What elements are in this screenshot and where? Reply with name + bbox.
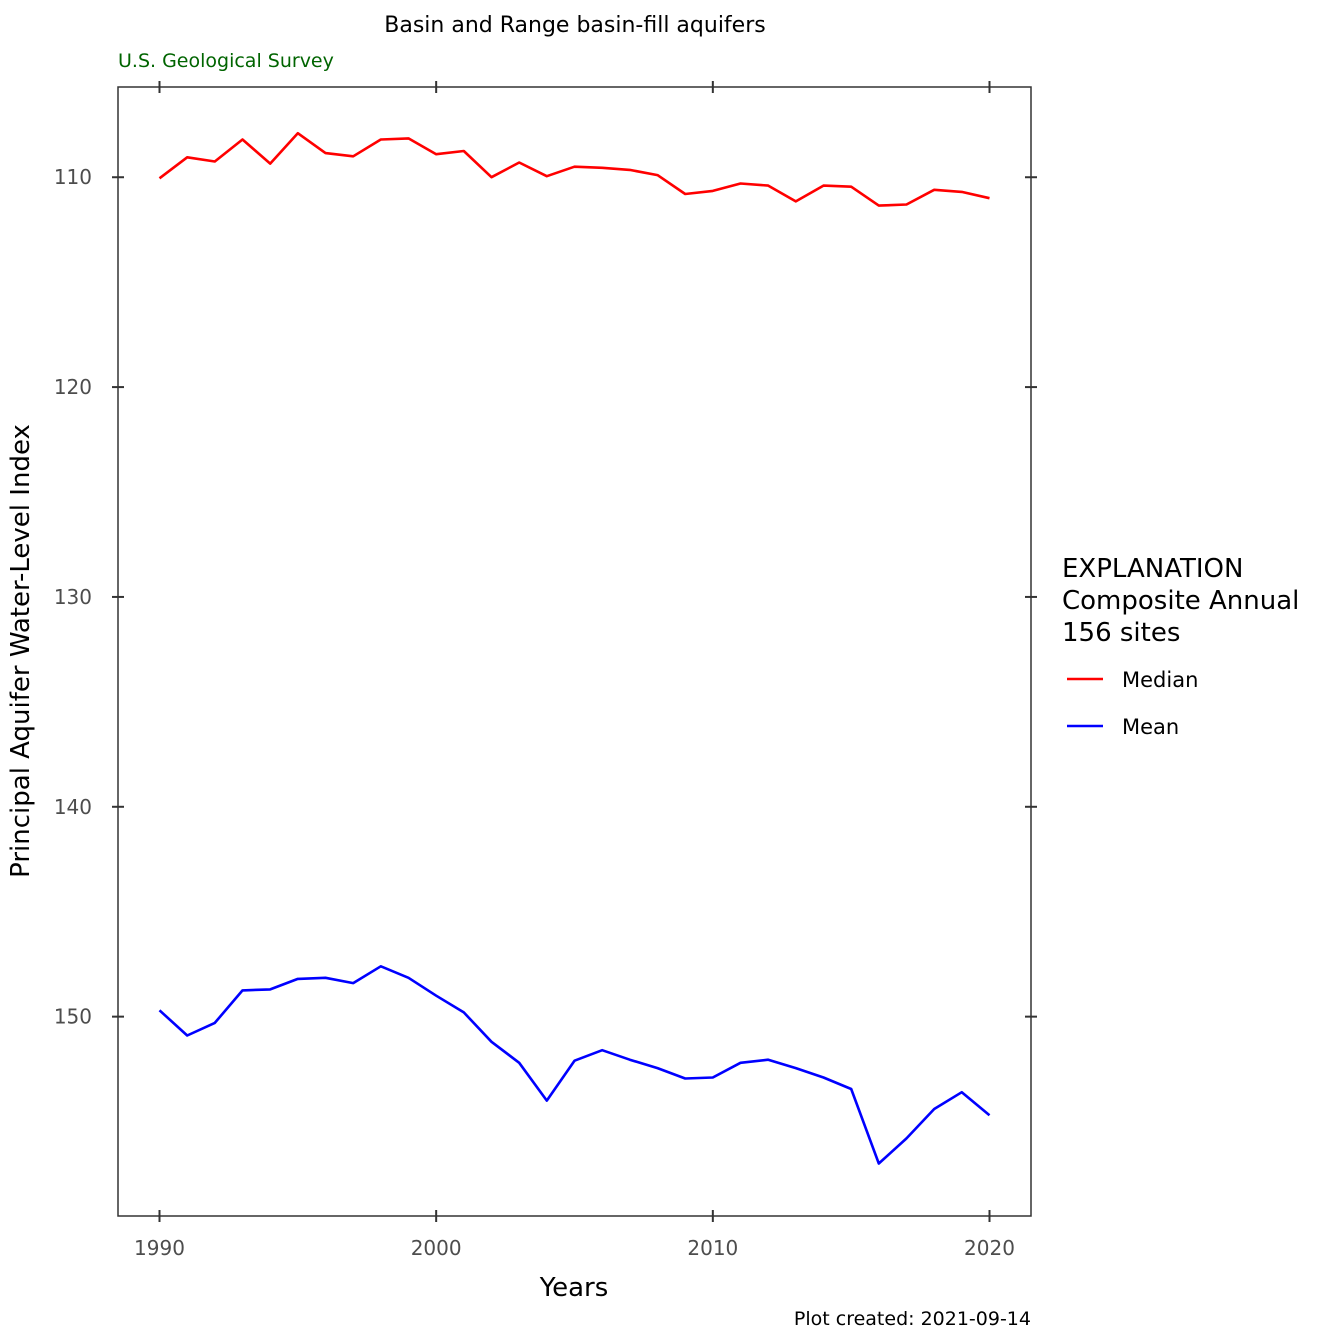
x-axis-ticks: 1990 2000 2010 2020: [134, 81, 1015, 1260]
series-lines: [158, 131, 991, 1165]
x-tick-label: 1990: [134, 1236, 185, 1260]
plot-created-caption: Plot created: 2021-09-14: [794, 1308, 1031, 1330]
y-axis-title: Principal Aquifer Water-Level Index: [6, 424, 36, 878]
legend-title-line-1: EXPLANATION: [1062, 554, 1243, 584]
legend-items: Median Mean: [1067, 668, 1198, 739]
y-axis-ticks: 110 120 130 140 150: [54, 165, 1037, 1029]
x-tick-label: 2020: [964, 1236, 1015, 1260]
chart-subtitle: U.S. Geological Survey: [118, 50, 334, 72]
y-tick-label: 150: [54, 1005, 92, 1029]
plot-area: 110 120 130 140 150 1990 2000 2010 2020: [54, 81, 1037, 1260]
x-axis-title: Years: [539, 1273, 609, 1303]
y-tick-label: 140: [54, 795, 92, 819]
x-tick-label: 2010: [687, 1236, 738, 1260]
y-tick-label: 110: [54, 165, 92, 189]
y-tick-label: 120: [54, 375, 92, 399]
x-tick-label: 2000: [411, 1236, 462, 1260]
y-tick-label: 130: [54, 585, 92, 609]
legend-label-mean: Mean: [1122, 715, 1179, 739]
series-line-median: [158, 131, 990, 207]
series-line-mean: [158, 964, 991, 1165]
chart-title: Basin and Range basin-fill aquifers: [384, 13, 765, 38]
legend-title-line-3: 156 sites: [1062, 618, 1180, 648]
legend-label-median: Median: [1122, 668, 1198, 692]
plot-frame: [117, 86, 1032, 1217]
legend-title-line-2: Composite Annual: [1062, 586, 1299, 616]
legend: EXPLANATION Composite Annual 156 sites M…: [1062, 554, 1299, 739]
